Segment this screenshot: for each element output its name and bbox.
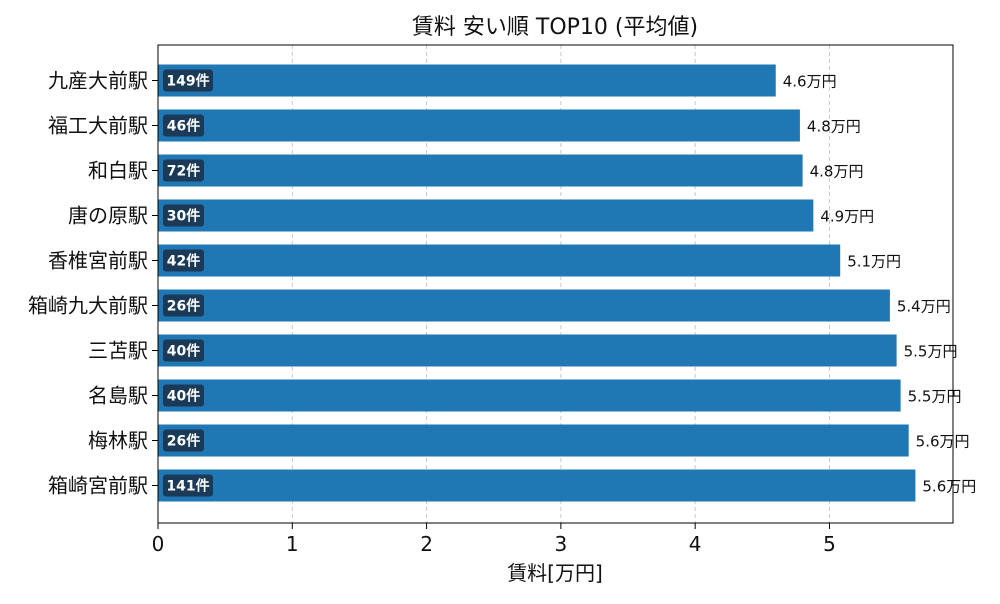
count-badge bbox=[163, 69, 213, 92]
bar bbox=[158, 289, 890, 322]
count-label: 30件 bbox=[167, 208, 200, 225]
count-label: 40件 bbox=[167, 388, 200, 405]
bar bbox=[158, 64, 776, 97]
count-label: 141件 bbox=[166, 478, 209, 495]
count-badge bbox=[163, 294, 204, 317]
x-tick-label: 1 bbox=[286, 532, 299, 556]
category-label: 箱崎九大前駅 bbox=[28, 294, 148, 318]
category-label: 和白駅 bbox=[88, 159, 148, 183]
count-badge bbox=[163, 384, 204, 407]
x-tick-label: 4 bbox=[689, 532, 702, 556]
category-label: 九産大前駅 bbox=[48, 69, 148, 93]
bars bbox=[158, 64, 916, 502]
count-label: 40件 bbox=[167, 343, 200, 360]
count-badge bbox=[163, 474, 213, 497]
value-label: 4.6万円 bbox=[783, 73, 837, 91]
plot-frame bbox=[157, 44, 954, 524]
value-label: 5.5万円 bbox=[904, 343, 958, 361]
bar bbox=[158, 379, 901, 412]
count-badge bbox=[163, 114, 204, 137]
x-tick-label: 0 bbox=[152, 532, 165, 556]
bar bbox=[158, 199, 814, 232]
category-label: 香椎宮前駅 bbox=[48, 249, 148, 273]
count-label: 26件 bbox=[167, 298, 200, 315]
value-label: 5.6万円 bbox=[916, 433, 970, 451]
value-label: 5.5万円 bbox=[908, 388, 962, 406]
x-axis-label: 賃料[万円] bbox=[507, 561, 603, 585]
count-label: 26件 bbox=[167, 433, 200, 450]
category-label: 梅林駅 bbox=[88, 429, 148, 453]
value-label: 5.4万円 bbox=[897, 298, 951, 316]
x-tick-label: 5 bbox=[823, 532, 836, 556]
category-label: 唐の原駅 bbox=[68, 204, 148, 228]
count-label: 149件 bbox=[166, 73, 209, 90]
bar bbox=[158, 469, 916, 502]
category-label: 箱崎宮前駅 bbox=[48, 474, 148, 498]
chart-title: 賃料 安い順 TOP10 (平均値) bbox=[412, 15, 698, 40]
count-badge bbox=[163, 204, 204, 227]
category-label: 名島駅 bbox=[88, 384, 148, 408]
x-tick-label: 2 bbox=[420, 532, 433, 556]
value-label: 4.9万円 bbox=[820, 208, 874, 226]
count-badge bbox=[163, 429, 204, 452]
x-tick-label: 3 bbox=[555, 532, 568, 556]
category-label: 福工大前駅 bbox=[48, 114, 148, 138]
value-label: 5.1万円 bbox=[847, 253, 901, 271]
count-badge bbox=[163, 339, 204, 362]
bar bbox=[158, 334, 897, 367]
count-badge bbox=[163, 249, 204, 272]
value-label: 4.8万円 bbox=[807, 118, 861, 136]
count-badge bbox=[163, 159, 204, 182]
count-label: 42件 bbox=[167, 253, 200, 270]
count-label: 46件 bbox=[167, 118, 200, 135]
count-label: 72件 bbox=[167, 163, 200, 180]
value-label: 4.8万円 bbox=[810, 163, 864, 181]
category-label: 三苫駅 bbox=[88, 339, 148, 363]
bar bbox=[158, 109, 800, 142]
bar bbox=[158, 424, 909, 457]
x-ticks: 0 1 2 3 4 5 bbox=[152, 80, 836, 556]
bar bbox=[158, 244, 841, 277]
value-label: 5.6万円 bbox=[922, 478, 976, 496]
bar bbox=[158, 154, 803, 187]
